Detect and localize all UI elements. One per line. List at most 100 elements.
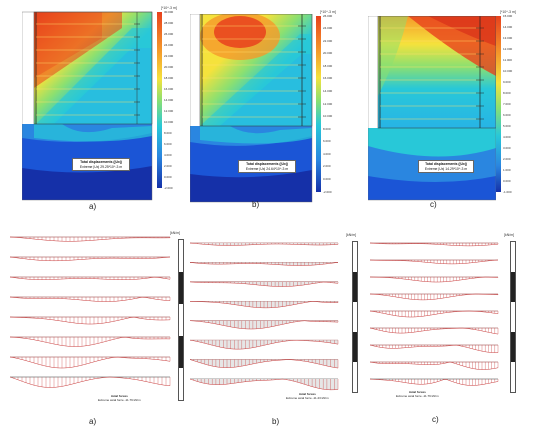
legend-tick-label: 14.000 [164,97,174,102]
force-curve [189,359,339,369]
legend-tick-label: 20.000 [164,64,174,69]
legend-tick-label: 8.000 [323,126,331,131]
legend-ticks-c: 15.000 14.000 13.000 12.000 11.000 10.000 9.00… [503,14,527,194]
legend-tick-label: 4.000 [503,134,511,139]
legend-tick-label: 12.000 [323,101,333,106]
force-panel-b: [kN/m] Axial forces Extreme axial force … [186,233,366,413]
colorbar-c [496,16,501,192]
force-curve [189,339,339,350]
force-curve [189,281,339,287]
legend-tick-label: 22.000 [323,38,333,43]
legend-tick-label: 12.000 [503,46,513,51]
contour-plot-c [368,16,496,201]
force-unit-c: [kN/m] [504,233,515,237]
legend-tick-label: 14.000 [323,88,333,93]
force-info-title-a: Axial forces [110,394,128,398]
top-figure-row: Total displacements (|Ux|) Extreme |Ux| … [0,0,544,215]
force-diagram-a [9,236,171,388]
contour-panel-c: Total displacements (|Ux|) Extreme |Ux| … [368,16,496,201]
legend-tick-label: 18.000 [323,63,333,68]
force-curve [189,320,339,330]
legend-tick-label: 22.000 [164,53,174,58]
force-curve [369,242,499,247]
force-info-value-a: Extreme axial force -11.79 kN/m [98,397,141,402]
legend-tick-label: 6.000 [164,141,172,146]
contour-plot-a [22,11,153,201]
legend-tick-label: 26.000 [164,31,174,36]
legend-unit-c: [*10^-3 m] [500,10,516,14]
legend-tick-label: 4.000 [164,152,172,157]
force-curve [369,361,499,370]
legend-tick-label: 2.000 [323,164,331,169]
legend-tick-label: -2.000 [323,189,332,194]
legend-tick-label: 7.000 [503,101,511,106]
force-curve [189,378,339,391]
legend-tick-label: 6.000 [323,139,331,144]
force-info-b: Axial forces Extreme axial force -11.23 … [286,392,329,400]
legend-tick-label: 8.000 [503,90,511,95]
legend-tick-label: 10.000 [323,114,333,119]
legend-tick-label: 2.000 [164,163,172,168]
legend-c: [*10^-3 m] 15.000 14.000 13.000 12.000 11.00… [496,10,527,199]
legend-tick-label: -2.000 [164,185,173,190]
force-diagram-b [189,242,339,391]
force-curve [369,378,499,386]
legend-tick-label: 16.000 [164,86,174,91]
force-diagram-c [369,242,499,386]
legend-tick-label: 8.000 [164,130,172,135]
force-curve [9,256,171,262]
legend-ticks-b: 26.000 24.000 22.000 20.000 18.000 16.000 14.0… [323,14,347,194]
force-curve [9,376,171,388]
legend-unit-a: [*10^-3 m] [161,6,177,10]
info-title-a: Total displacements (|Ux|) [80,160,122,164]
force-unit-a: [kN/m] [170,231,181,235]
caption-top-b: b) [252,200,260,209]
legend-ticks-a: 30.000 28.000 26.000 24.000 22.000 20.000 18.0… [164,10,188,190]
legend-tick-label: 14.000 [503,24,513,29]
force-curve [9,296,171,302]
legend-tick-label: 2.000 [503,156,511,161]
legend-tick-label: 10.000 [164,119,174,124]
legend-a: [*10^-3 m] 30.000 28.000 26.000 24.000 22.00… [157,6,188,195]
legend-tick-label: 26.000 [323,13,333,18]
legend-tick-label: 16.000 [323,76,333,81]
legend-tick-label: 0.000 [323,176,331,181]
info-box-b: Total displacements (|Ux|) Extreme |Ux| … [238,160,296,173]
info-value-a: Extreme |Ux| 29.25*10^-3 m [79,164,123,169]
contour-panel-b: Total displacements (|Ux|) Extreme |Ux| … [190,14,322,204]
force-curve [9,336,171,347]
legend-tick-label: 6.000 [503,112,511,117]
contour-plot-b [190,14,313,203]
legend-tick-label: 20.000 [323,51,333,56]
caption-bottom-a: a) [89,417,97,426]
legend-b: [*10^-3 m] 26.000 24.000 22.000 20.000 18.00… [316,10,347,199]
info-box-c: Total displacements (|Ux|) Extreme |Ux| … [418,160,474,173]
force-curve [189,242,339,246]
legend-tick-label: 4.000 [323,151,331,156]
legend-tick-label: 10.000 [503,68,513,73]
force-curve [189,301,339,309]
force-curve [9,356,171,369]
caption-top-c: c) [430,200,437,209]
force-curve [189,262,339,266]
info-box-a: Total displacements (|Ux|) Extreme |Ux| … [72,158,130,171]
force-curve [369,259,499,265]
force-unit-b: [kN/m] [346,233,357,237]
info-value-b: Extreme |Ux| 24.64*10^-3 m [245,166,289,171]
legend-tick-label: 13.000 [503,35,513,40]
legend-tick-label: 1.000 [503,167,511,172]
bottom-figure-row: [kN/m] Axial forces Extreme axial force … [0,225,544,444]
force-info-value-b: Extreme axial force -11.23 kN/m [286,395,329,400]
force-info-c: Axial forces Extreme axial force -11.79 … [396,390,439,398]
legend-tick-label: 28.000 [164,20,174,25]
info-title-c: Total displacements (|Ux|) [425,162,467,166]
force-curve [369,327,499,335]
caption-top-a: a) [89,202,97,211]
force-panel-c: [kN/m] Axial forces Extreme axial force … [366,233,542,413]
force-scale-a [178,239,184,401]
colorbar-a [157,12,162,188]
force-scale-b [352,241,358,393]
legend-tick-label: 9.000 [503,79,511,84]
force-curve [9,316,171,325]
legend-tick-label: 24.000 [164,42,174,47]
